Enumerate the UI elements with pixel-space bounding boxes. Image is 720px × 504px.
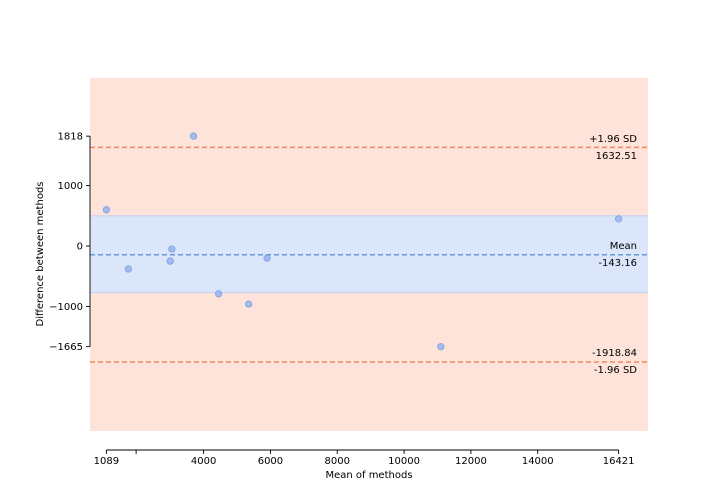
x-tick-label: 16421 bbox=[603, 456, 635, 467]
x-tick-label: 10000 bbox=[388, 456, 420, 467]
x-tick-label: 12000 bbox=[455, 456, 487, 467]
x-tick-label: 1089 bbox=[94, 456, 119, 467]
y-tick-label: −1665 bbox=[49, 342, 83, 353]
x-tick-label: 4000 bbox=[191, 456, 216, 467]
y-tick-label: −1000 bbox=[49, 302, 83, 313]
y-tick-label: 0 bbox=[77, 242, 83, 253]
y-axis-label: Difference between methods bbox=[35, 182, 46, 327]
data-point bbox=[102, 206, 110, 214]
lower-loa-value: -1918.84 bbox=[592, 348, 637, 359]
lower-sd-label: -1.96 SD bbox=[594, 365, 637, 376]
x-tick-label: 8000 bbox=[325, 456, 350, 467]
x-axis-label: Mean of methods bbox=[325, 470, 412, 481]
data-points bbox=[102, 132, 623, 351]
annotations: +1.96 SD 1632.51 Mean -143.16 -1918.84 -… bbox=[589, 134, 637, 376]
x-tick-label: 14000 bbox=[522, 456, 554, 467]
data-point bbox=[245, 300, 253, 308]
upper-loa-value: 1632.51 bbox=[596, 151, 637, 162]
data-point bbox=[168, 245, 176, 253]
data-point bbox=[166, 257, 174, 265]
data-point bbox=[215, 290, 223, 298]
upper-sd-label: +1.96 SD bbox=[589, 134, 637, 145]
mean-value: -143.16 bbox=[598, 258, 637, 269]
y-tick-label: 1818 bbox=[58, 132, 83, 143]
x-tick-label: 6000 bbox=[258, 456, 283, 467]
mean-label: Mean bbox=[610, 241, 637, 252]
data-point bbox=[437, 343, 445, 351]
data-point bbox=[615, 215, 623, 223]
y-tick-label: 1000 bbox=[58, 181, 83, 192]
reference-lines bbox=[90, 146, 648, 363]
data-point bbox=[124, 265, 133, 273]
data-point bbox=[263, 254, 271, 262]
data-point bbox=[189, 132, 198, 140]
